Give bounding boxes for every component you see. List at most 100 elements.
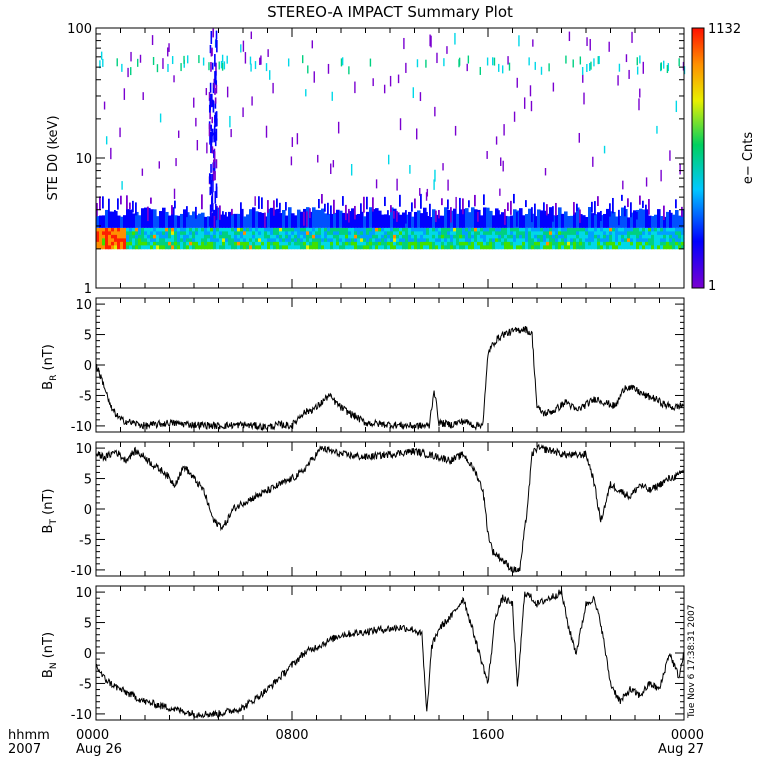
spectrogram-cell xyxy=(315,238,319,243)
spectrogram-cell xyxy=(276,241,280,246)
spectrogram-cell xyxy=(530,100,533,112)
spectrogram-cell xyxy=(501,238,505,243)
spectrogram-cell xyxy=(339,245,343,250)
spectrogram-cell xyxy=(603,234,607,239)
spectrogram-cell xyxy=(426,241,430,246)
spectrogram-cell xyxy=(219,227,223,232)
spectrogram-cell xyxy=(480,227,484,232)
spectrogram-cell xyxy=(474,231,478,236)
spectrogram-cell xyxy=(324,231,328,236)
spectrogram-cell xyxy=(444,234,448,239)
spectrogram-cell xyxy=(399,238,403,243)
spectrogram-cell xyxy=(96,234,100,239)
spectrogram-cell xyxy=(387,241,391,246)
spectrogram-cell xyxy=(207,216,211,228)
spectrogram-cell xyxy=(96,216,100,228)
spectrogram-cell xyxy=(618,209,620,226)
spectrogram-cell xyxy=(525,227,529,232)
spectrogram-cell xyxy=(333,245,337,250)
spectrogram-y-tick-label: 1 xyxy=(84,282,92,297)
spectrogram-cell xyxy=(226,86,229,98)
spectrogram-cell xyxy=(558,231,562,236)
bt-y-tick-label: 0 xyxy=(84,503,92,518)
spectrogram-cell xyxy=(492,57,494,66)
spectrogram-cell xyxy=(552,227,556,232)
spectrogram-cell xyxy=(297,238,301,243)
colorbar-label: e− Cnts xyxy=(741,132,756,184)
spectrogram-cell xyxy=(498,238,502,243)
spectrogram-cell xyxy=(666,238,670,243)
spectrogram-cell xyxy=(225,238,229,243)
spectrogram-cell xyxy=(369,207,373,228)
spectrogram-cell xyxy=(600,231,604,236)
spectrogram-cell xyxy=(306,234,310,239)
spectrogram-cell xyxy=(669,231,673,236)
spectrogram-cell xyxy=(291,234,295,239)
spectrogram-cell xyxy=(285,227,289,232)
spectrogram-cell xyxy=(393,245,397,250)
spectrogram-cell xyxy=(423,234,427,239)
spectrogram-cell xyxy=(108,245,112,250)
spectrogram-cell xyxy=(444,231,448,236)
spectrogram-cell xyxy=(360,238,364,243)
spectrogram-cell xyxy=(420,241,424,246)
spectrogram-cell xyxy=(246,241,250,246)
spectrogram-cell xyxy=(411,202,413,212)
spectrogram-cell xyxy=(215,203,217,214)
spectrogram-cell xyxy=(399,194,401,207)
spectrogram-cell xyxy=(215,62,217,76)
spectrogram-cell xyxy=(251,96,253,106)
spectrogram-cell xyxy=(354,238,358,243)
spectrogram-cell xyxy=(576,207,580,228)
spectrogram-cell xyxy=(405,227,409,232)
spectrogram-cell xyxy=(534,203,536,220)
spectrogram-cell xyxy=(243,238,247,243)
spectrogram-cell xyxy=(175,158,177,167)
spectrogram-cell xyxy=(309,211,313,228)
spectrogram-cell xyxy=(360,227,364,232)
spectrogram-cell xyxy=(636,211,638,220)
spectrogram-cell xyxy=(436,52,438,64)
spectrogram-cell xyxy=(654,214,658,228)
spectrogram-cell xyxy=(555,245,559,250)
spectrogram-cell xyxy=(518,35,520,47)
spectrogram-cell xyxy=(270,231,274,236)
spectrogram-cell xyxy=(492,234,496,239)
spectrogram-cell xyxy=(624,245,628,250)
spectrogram-cell xyxy=(516,245,520,250)
spectrogram-cell xyxy=(237,213,241,228)
spectrogram-cell xyxy=(105,231,109,236)
spectrogram-cell xyxy=(450,227,454,232)
spectrogram-cell xyxy=(243,231,247,236)
spectrogram-cell xyxy=(591,234,595,239)
spectrogram-cell xyxy=(240,208,244,228)
spectrogram-cell xyxy=(540,227,544,232)
spectrogram-cell xyxy=(429,34,431,47)
spectrogram-cell xyxy=(193,97,195,108)
spectrogram-cell xyxy=(158,161,160,169)
spectrogram-cell xyxy=(250,31,253,40)
spectrogram-cell xyxy=(447,227,451,232)
spectrogram-cell xyxy=(265,63,268,72)
spectrogram-cell xyxy=(360,231,364,236)
spectrogram-cell xyxy=(234,238,238,243)
spectrogram-cell xyxy=(186,206,188,218)
spectrogram-cell xyxy=(375,208,379,228)
spectrogram-cell xyxy=(529,85,532,97)
spectrogram-cell xyxy=(657,238,661,243)
spectrogram-cell xyxy=(675,100,678,113)
spectrogram-cell xyxy=(350,164,353,176)
spectrogram-cell xyxy=(642,234,646,239)
spectrogram-cell xyxy=(633,241,637,246)
spectrogram-cell xyxy=(222,241,226,246)
spectrogram-cell xyxy=(576,238,580,243)
spectrogram-cell xyxy=(186,234,190,239)
spectrogram-cell xyxy=(351,241,355,246)
spectrogram-cell xyxy=(459,241,463,246)
spectrogram-cell xyxy=(405,210,407,224)
spectrogram-cell xyxy=(597,245,601,250)
spectrogram-cell xyxy=(318,241,322,246)
spectrogram-cell xyxy=(489,234,493,239)
spectrogram-cell xyxy=(609,234,613,239)
